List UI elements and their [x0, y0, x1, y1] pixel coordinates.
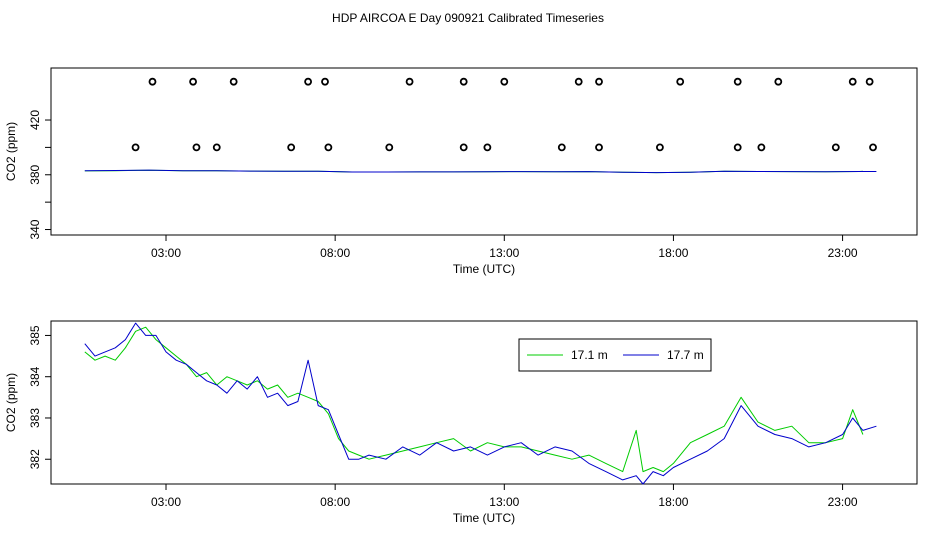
calibration-point — [192, 143, 201, 152]
calibration-point — [324, 143, 333, 152]
calibration-point — [656, 143, 664, 152]
calibration-point — [865, 77, 874, 86]
calibration-point — [405, 77, 414, 86]
calibration-point — [676, 77, 685, 86]
x-tick-label: 23:00 — [828, 495, 858, 509]
panel-top: 03:00 08:00 13:00 18:00 23:00 340 380 420 Time (… — [4, 67, 918, 276]
x-tick-label: 13:00 — [489, 246, 519, 260]
y-tick-label: 385 — [28, 325, 42, 345]
series-line-17-7-m — [84, 169, 877, 174]
calibration-point — [774, 77, 783, 86]
panel-bottom: 03:00 08:00 13:00 18:00 23:00 382 383 384 385 Tim… — [4, 320, 918, 525]
plot-frame — [50, 320, 918, 485]
calibration-point — [287, 143, 296, 152]
x-tick-label: 08:00 — [320, 246, 350, 260]
calibration-point — [148, 77, 157, 86]
calibration-point — [757, 143, 766, 152]
y-axis-label: CO2 (ppm) — [4, 122, 18, 181]
y-tick-label: 380 — [28, 164, 42, 184]
y-tick-label: 340 — [28, 219, 42, 239]
calibration-point — [459, 77, 468, 86]
calibration-point — [304, 77, 312, 86]
calibration-point — [500, 77, 509, 86]
calibration-point — [831, 143, 840, 152]
x-tick-label: 13:00 — [489, 495, 519, 509]
x-tick-label: 03:00 — [151, 246, 181, 260]
calibration-point — [595, 77, 603, 86]
calibration-point — [869, 143, 877, 152]
y-tick-label: 382 — [28, 449, 42, 469]
series-line-17-1-m — [84, 326, 864, 473]
x-tick-label: 08:00 — [320, 495, 350, 509]
calibration-point — [848, 77, 857, 86]
calibration-point — [459, 143, 468, 152]
plot-frame — [50, 67, 918, 236]
calibration-point — [733, 143, 742, 152]
chart-title: HDP AIRCOA E Day 090921 Calibrated Times… — [332, 11, 604, 25]
calibration-point — [212, 143, 221, 152]
x-tick-label: 18:00 — [658, 246, 688, 260]
calibration-point — [189, 77, 197, 86]
calibration-point — [321, 77, 329, 86]
calibration-point — [483, 143, 492, 152]
calibration-point — [574, 77, 583, 86]
y-tick-label: 384 — [28, 366, 42, 386]
x-tick-label: 03:00 — [151, 495, 181, 509]
y-tick-label: 383 — [28, 408, 42, 428]
series-line-17-7-m — [84, 322, 877, 485]
calibration-point — [131, 143, 140, 152]
calibration-point — [557, 143, 566, 152]
x-tick-label: 18:00 — [658, 495, 688, 509]
y-tick-label: 420 — [28, 110, 42, 130]
calibration-point — [385, 143, 394, 152]
calibration-point — [595, 143, 603, 152]
x-axis-label: Time (UTC) — [453, 511, 515, 525]
y-axis-label: CO2 (ppm) — [4, 373, 18, 432]
legend-label: 17.1 m — [571, 348, 608, 362]
legend-label: 17.7 m — [667, 348, 704, 362]
x-tick-label: 23:00 — [828, 246, 858, 260]
calibration-point — [229, 77, 238, 86]
calibration-point — [733, 77, 742, 86]
x-axis-label: Time (UTC) — [453, 262, 515, 276]
